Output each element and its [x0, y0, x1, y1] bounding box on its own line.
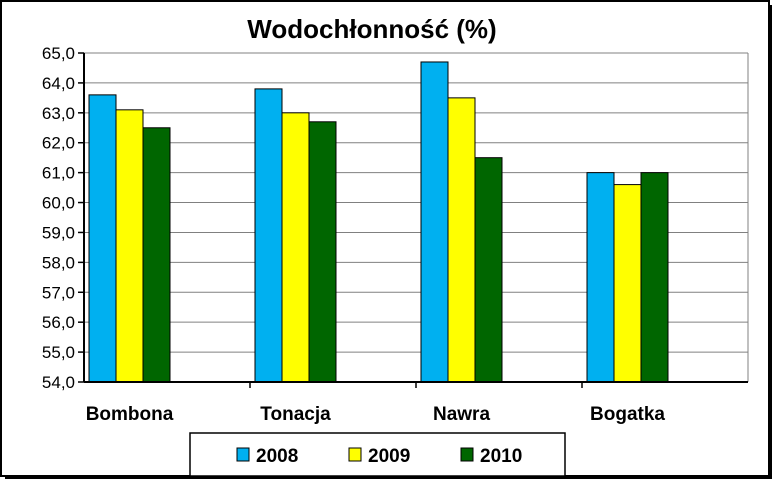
y-tick-label: 57,0: [42, 283, 75, 302]
x-tick-label: Nawra: [433, 404, 490, 425]
y-tick-label: 58,0: [42, 253, 75, 272]
x-tick-label: Tonacja: [260, 404, 331, 425]
legend: 2008 2009 2010: [189, 432, 566, 477]
gridlines: [84, 52, 749, 382]
chart-shadow-right: [769, 5, 772, 479]
y-tick-label: 63,0: [42, 104, 75, 123]
legend-label-2008: 2008: [256, 446, 298, 467]
y-tick-label: 59,0: [42, 223, 75, 242]
legend-swatch-2008: [236, 447, 250, 462]
y-tick-label: 65,0: [42, 44, 75, 63]
bar-bombona-2009: [115, 109, 144, 383]
x-tick-label: Bombona: [86, 404, 174, 425]
y-tick-label: 62,0: [42, 134, 75, 153]
y-tick-label: 60,0: [42, 194, 75, 213]
bar-bombona-2008: [88, 94, 117, 383]
bar-bombona-2010: [142, 127, 171, 383]
bar-bogatka-2010: [640, 172, 669, 383]
y-tick-label: 55,0: [42, 343, 75, 362]
y-tick-label: 56,0: [42, 313, 75, 332]
legend-box: [189, 432, 566, 477]
bar-tonacja-2008: [254, 88, 283, 383]
legend-label-2010: 2010: [480, 446, 522, 467]
legend-swatch-2009: [348, 447, 362, 462]
chart-title: Wodochłonność (%): [247, 14, 496, 44]
x-tick-label: Bogatka: [590, 404, 665, 425]
legend-swatch-2010: [460, 447, 474, 462]
bars: [88, 61, 669, 383]
bar-bogatka-2009: [613, 184, 642, 383]
bar-nawra-2009: [447, 97, 476, 383]
bar-tonacja-2010: [308, 121, 337, 383]
legend-label-2009: 2009: [368, 446, 410, 467]
y-tick-label: 64,0: [42, 74, 75, 93]
bar-bogatka-2008: [586, 172, 615, 383]
bar-nawra-2010: [474, 157, 503, 383]
bar-nawra-2008: [420, 61, 449, 383]
y-tick-label: 61,0: [42, 164, 75, 183]
bar-tonacja-2009: [281, 112, 310, 383]
axes: [78, 52, 748, 388]
chart-shadow-bottom: [5, 476, 772, 479]
y-tick-label: 54,0: [42, 373, 75, 392]
tick-labels: 54,0 55,0 56,0 57,0 58,0 59,0 60,0 61,0 62,0 63,0…: [42, 44, 666, 425]
